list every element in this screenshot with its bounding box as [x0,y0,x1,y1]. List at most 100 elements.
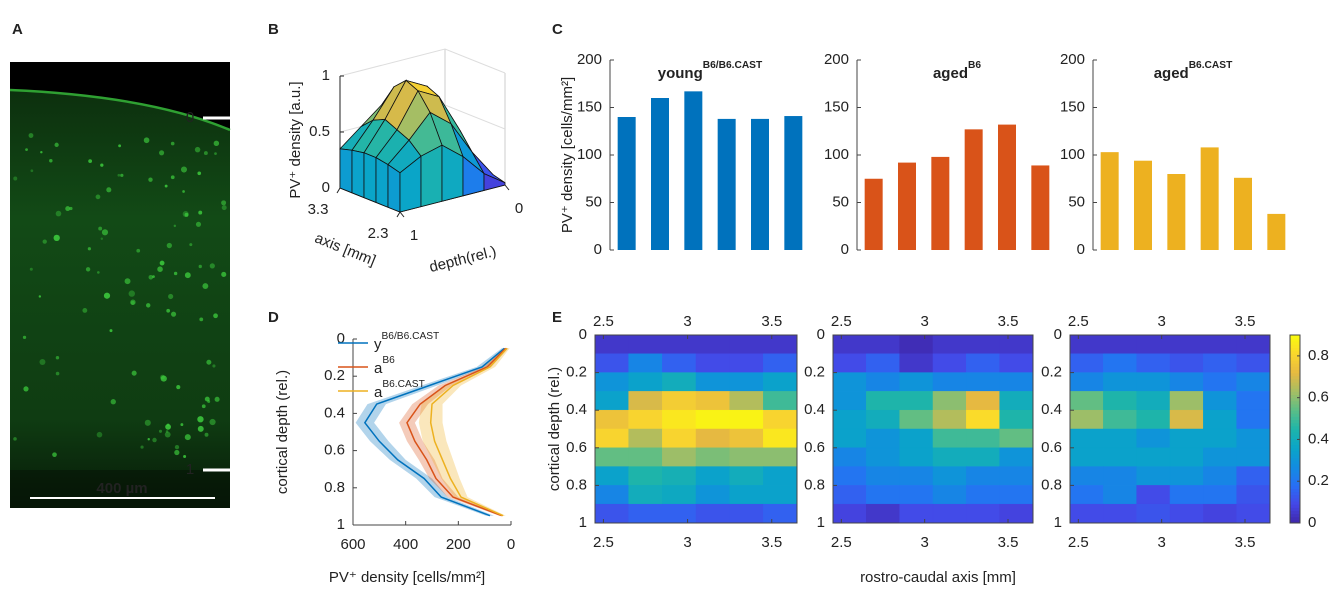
z-axis-label: PV⁺ density [a.u.] [287,81,304,198]
cell-body [182,190,185,193]
cell-body [184,272,191,279]
y-tick-label: 100 [577,146,602,163]
heatmap-cell [932,447,967,467]
depth-mark-label: 1 [186,461,194,478]
y-tick-label: 1 [817,514,825,531]
colorbar-step [1290,466,1300,471]
heatmap-cell [899,485,934,505]
cell-body [173,224,177,228]
heatmap-cell [695,428,730,449]
cell-body [40,151,43,154]
heatmap-cell [999,447,1034,467]
y-tick-label: 0.8 [1041,476,1062,493]
heatmap-cell [662,353,697,373]
x-tick-label: 3.5 [761,534,782,551]
cell-body [184,212,189,217]
cell-body [204,396,210,402]
panel-label: C [552,21,563,38]
heatmap-cell [866,447,900,467]
x-tick-label-top: 3.5 [1235,313,1256,330]
bar [1167,174,1186,250]
cell-body [194,146,201,153]
colorbar-tick-label: 0.8 [1308,347,1329,364]
heatmap-cell [866,391,900,411]
y-tick-label: 150 [577,98,602,115]
colorbar-step [1290,410,1300,414]
cell-body [100,237,104,240]
panel-label: D [268,309,279,326]
z-tick-label: 1 [322,67,330,84]
x-tick-label-top: 3 [683,313,691,330]
colorbar-step [1290,372,1300,377]
legend-label-base: y [374,336,382,353]
heatmap-cell [1069,428,1104,449]
heatmap-cell [866,353,900,373]
heatmap-cell [899,372,934,392]
colorbar-step [1290,476,1300,480]
heatmap-cell [966,353,1000,373]
heatmap-cell [729,466,764,486]
colorbar-step [1290,460,1300,464]
heatmap-cell [1236,503,1271,524]
heatmap-cell [729,409,764,430]
panel-label: B [268,21,279,38]
y-tick-label: 50 [832,193,849,210]
colorbar-step [1290,447,1300,452]
cell-body [118,144,122,148]
heatmap-cell [594,334,629,355]
colorbar-step [1290,338,1300,342]
y-tick-label: 0.6 [566,439,587,456]
y-tick-label: 200 [577,51,602,68]
cell-body [170,175,175,180]
colorbar-step [1290,350,1300,355]
colorbar-step [1290,482,1300,486]
heatmap-cell [628,428,663,449]
colorbar-step [1290,463,1300,468]
colorbar-tick-label: 0.2 [1308,472,1329,489]
colorbar-step [1290,513,1300,518]
bar [1234,177,1252,250]
heatmap-cell [966,409,1000,430]
heatmap-cell [899,409,934,430]
heatmap-cell [1136,372,1171,392]
heatmap-cell [999,466,1034,486]
bar [751,118,769,251]
cell-body [203,151,208,156]
cell-body [160,375,167,382]
cell-body [106,187,112,193]
cell-body [166,308,171,313]
x-tick-label-top: 2.5 [593,313,614,330]
heatmap-cell [966,485,1000,505]
x-tick [396,211,401,218]
heatmap-cell [729,372,764,392]
x-tick-label: 2.3 [368,225,389,242]
cell-body [65,206,71,212]
cell-body [189,243,193,247]
heatmap-cell [1069,372,1104,392]
heatmap-cell [966,447,1000,467]
y-tick-label: 0.4 [566,401,587,418]
colorbar-step [1290,400,1300,405]
heatmap-cell [628,409,663,430]
bar [684,91,703,250]
cell-body [214,396,220,402]
y-tick-label: 0 [1077,241,1085,258]
x-tick-label-top: 2.5 [831,313,852,330]
heatmap-cell [899,503,934,524]
x-tick-label-top: 3.5 [998,313,1019,330]
line [406,347,507,517]
x-axis-label: PV⁺ density [cells/mm²] [329,569,485,586]
x-tick-label: 3 [1157,534,1165,551]
heatmap-cell [662,466,697,486]
heatmap-cell [662,334,697,355]
legend-label: yB6/B6.CAST [374,331,439,353]
cell-body [174,444,180,450]
heatmap-cell [832,447,867,467]
heatmap-cell [729,353,764,373]
cell-body [140,445,144,449]
bar [1267,213,1286,250]
y-tick-label: 0.4 [324,404,345,421]
heatmap-cell [695,391,730,411]
y-tick-label: 0.8 [324,479,345,496]
y-tick-label: 50 [1068,193,1085,210]
